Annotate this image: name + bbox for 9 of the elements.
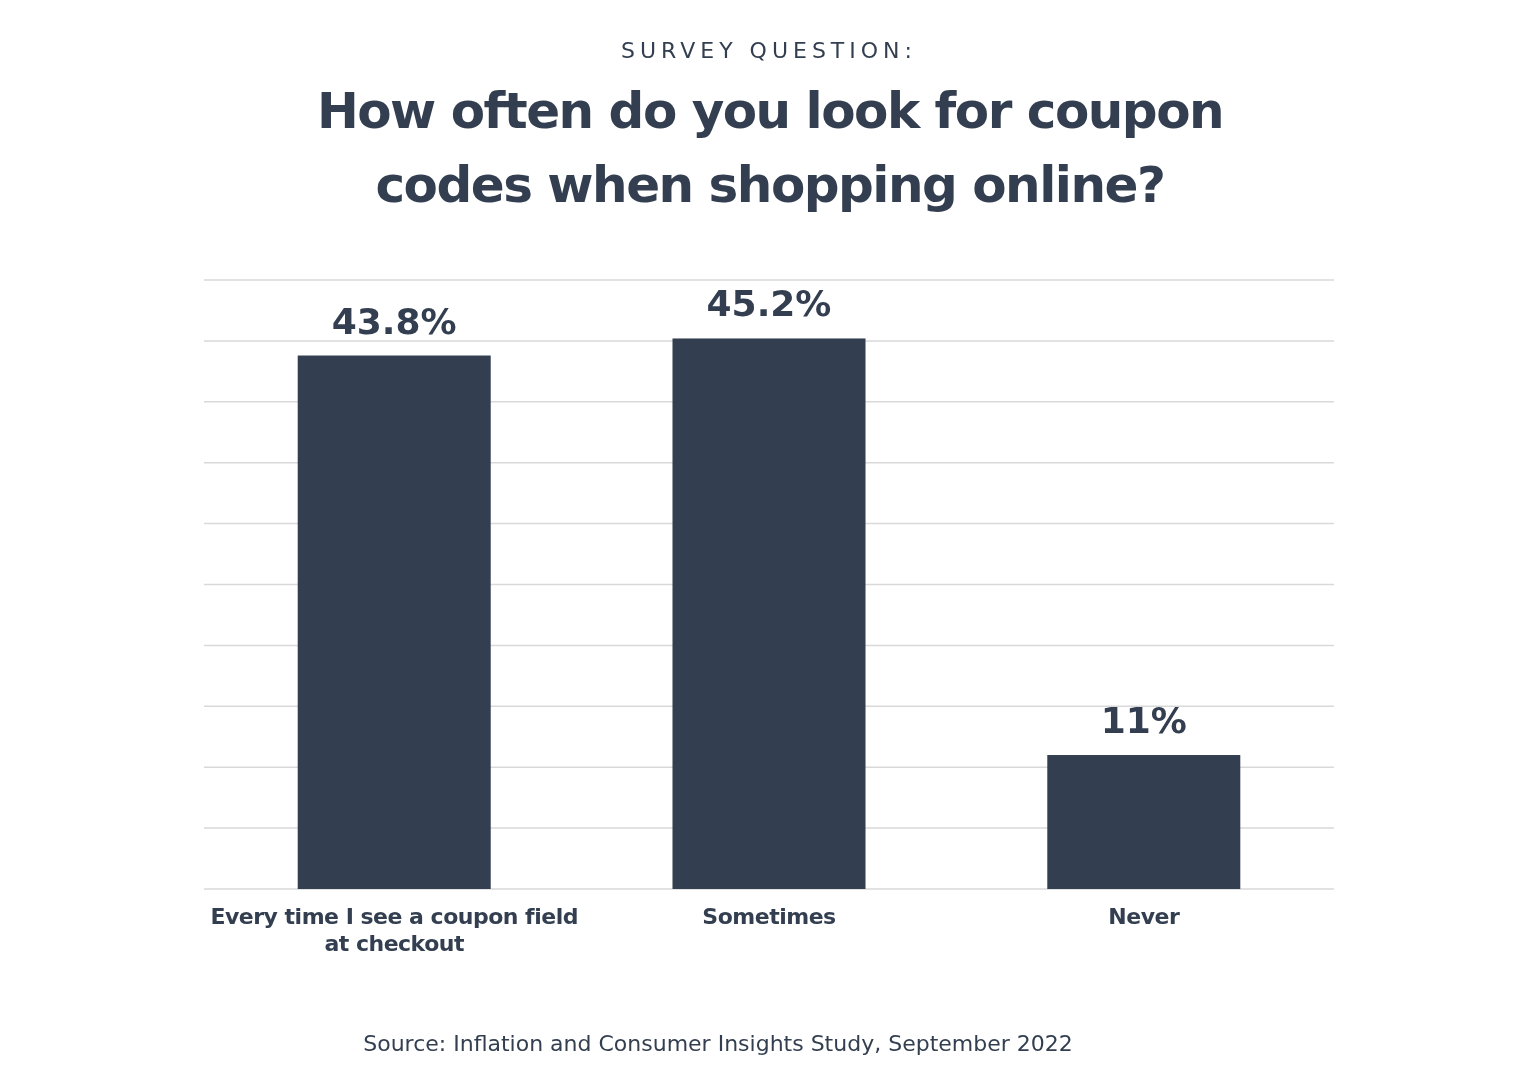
chart-subtitle: SURVEY QUESTION: [621,38,917,63]
data-label: 45.2% [706,283,832,325]
data-label: 43.8% [331,300,457,342]
data-label: 11% [1100,700,1187,742]
source-note: Source: Inflation and Consumer Insights Study, September 2022 [363,1031,1073,1056]
x-tick-label: Sometimes [702,904,837,929]
x-tick-label: Every time I see a coupon field at checkout [210,904,578,956]
x-tick-label: Never [1108,904,1180,929]
chart-title: How often do you look for coupon codes when shopping online? [316,82,1224,214]
